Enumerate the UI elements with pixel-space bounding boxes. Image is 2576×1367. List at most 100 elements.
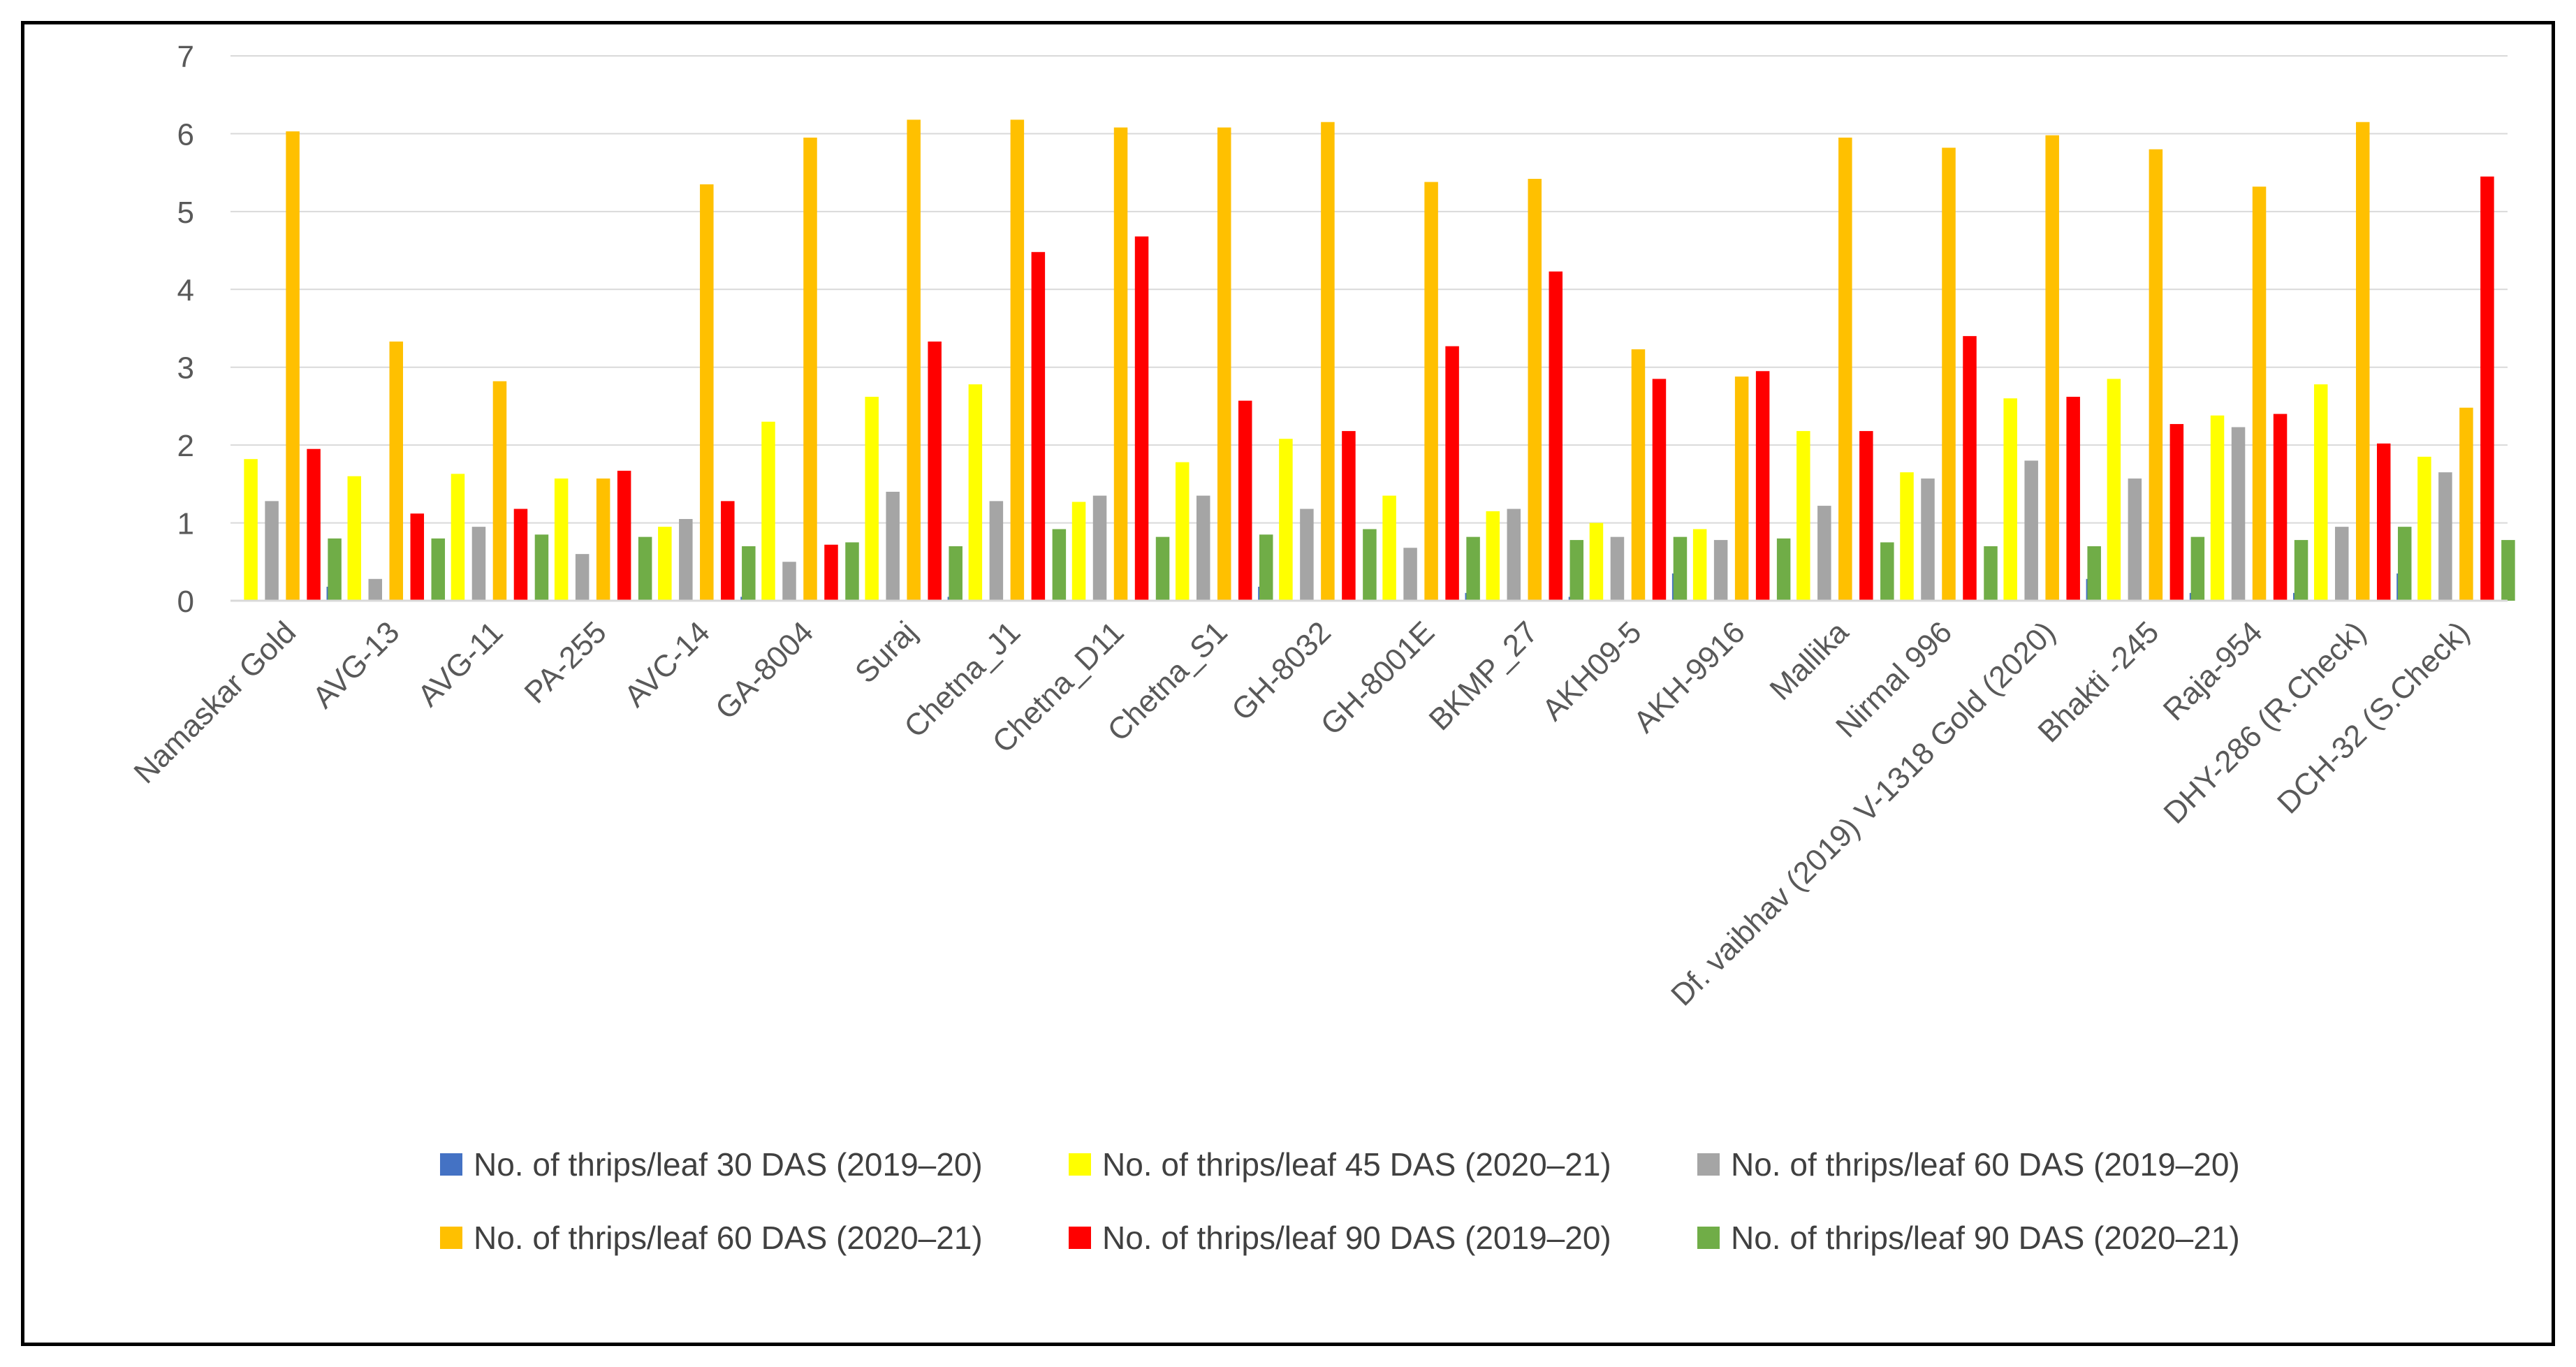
y-tick-label: 6 (177, 117, 194, 152)
x-tick-label: Suraj (849, 615, 923, 689)
x-tick-label: Namaskar Gold (127, 615, 302, 790)
bar (534, 534, 549, 601)
bar (389, 341, 404, 601)
bar (513, 509, 528, 601)
x-tick-label: AVG-11 (411, 615, 510, 713)
bar (968, 384, 983, 601)
legend-item: No. of thrips/leaf 45 DAS (2020–21) (1069, 1146, 1611, 1183)
bar (1071, 502, 1086, 601)
bar (1942, 147, 1956, 601)
bar (2149, 149, 2163, 601)
legend-swatch (1697, 1227, 1720, 1249)
gridlines (230, 55, 2508, 524)
legend-item: No. of thrips/leaf 90 DAS (2019–20) (1069, 1219, 1611, 1257)
x-tick-label: Mallika (1763, 615, 1855, 707)
x-tick-label: GH-8001E (1315, 615, 1442, 742)
bar (1342, 431, 1356, 601)
bar (1652, 379, 1667, 601)
legend-item: No. of thrips/leaf 60 DAS (2020–21) (440, 1219, 983, 1257)
bar (2438, 472, 2452, 601)
bar (1900, 472, 1914, 601)
bar (1466, 536, 1480, 601)
bar (2169, 424, 2184, 601)
bar (1196, 495, 1210, 601)
y-tick-label: 0 (177, 585, 194, 619)
bar (989, 501, 1004, 601)
bar (2231, 427, 2246, 601)
bar (1092, 495, 1107, 601)
bar (1692, 529, 1707, 601)
bar (286, 131, 300, 601)
bar (1817, 506, 1831, 601)
bar (1507, 509, 1521, 601)
legend-swatch (440, 1153, 462, 1176)
x-tick-label: DHY-286 (R.Check) (2157, 615, 2372, 830)
y-tick-label: 4 (177, 273, 194, 307)
bar (1238, 400, 1252, 601)
bar (1403, 548, 1417, 601)
bar (617, 470, 631, 601)
bar (2210, 415, 2225, 601)
bar (1031, 251, 1046, 601)
x-tick-label: AKH-9916 (1627, 615, 1752, 739)
bar (2397, 527, 2412, 601)
bar (2087, 546, 2101, 601)
bar (596, 478, 610, 601)
bar (1424, 182, 1438, 601)
bar (1010, 119, 1025, 601)
bar (907, 119, 921, 601)
bar (451, 474, 465, 601)
legend-label: No. of thrips/leaf 30 DAS (2019–20) (474, 1146, 983, 1183)
bar (1755, 371, 1770, 601)
bar (1052, 529, 1067, 601)
legend-swatch (1069, 1227, 1091, 1249)
bar (1382, 495, 1396, 601)
bar (554, 478, 569, 601)
bar (1838, 138, 1852, 601)
bar (410, 513, 425, 601)
bar (949, 546, 963, 601)
bar (742, 546, 756, 601)
bar (328, 538, 342, 601)
bar (886, 492, 900, 601)
bar (2024, 460, 2038, 601)
bar (2107, 379, 2121, 601)
bar (761, 421, 775, 601)
bar (1155, 536, 1170, 601)
x-tick-label: BKMP_27 (1423, 615, 1545, 737)
legend-label: No. of thrips/leaf 60 DAS (2019–20) (1731, 1146, 2240, 1183)
bar (2480, 176, 2494, 601)
bar (265, 501, 279, 601)
bar (1734, 377, 1749, 601)
y-tick-label: 3 (177, 351, 194, 386)
bar (2355, 122, 2370, 601)
legend-swatch (1697, 1153, 1720, 1176)
bar (368, 578, 383, 601)
bar (928, 341, 942, 601)
bar (1921, 478, 1935, 601)
legend-label: No. of thrips/leaf 45 DAS (2020–21) (1102, 1146, 1611, 1183)
bar (2313, 384, 2328, 601)
bar (700, 184, 714, 601)
bar (2376, 443, 2391, 601)
x-tick-label: DCH-32 (S.Check) (2271, 615, 2476, 820)
bar (347, 476, 362, 601)
y-tick-label: 2 (177, 429, 194, 463)
bar (307, 448, 321, 601)
bar (638, 536, 652, 601)
bar (431, 538, 446, 601)
bar (1776, 538, 1791, 601)
bar (1984, 546, 1998, 601)
bar (845, 542, 859, 601)
bar (824, 544, 838, 601)
bar (1528, 179, 1542, 601)
bar (1175, 462, 1190, 601)
bar (658, 527, 672, 601)
bar (2045, 135, 2059, 601)
x-tick-label: AVG-13 (306, 615, 406, 715)
bar (1673, 536, 1688, 601)
bar (1300, 509, 1314, 601)
bar (721, 501, 735, 601)
bar (1259, 534, 1273, 601)
